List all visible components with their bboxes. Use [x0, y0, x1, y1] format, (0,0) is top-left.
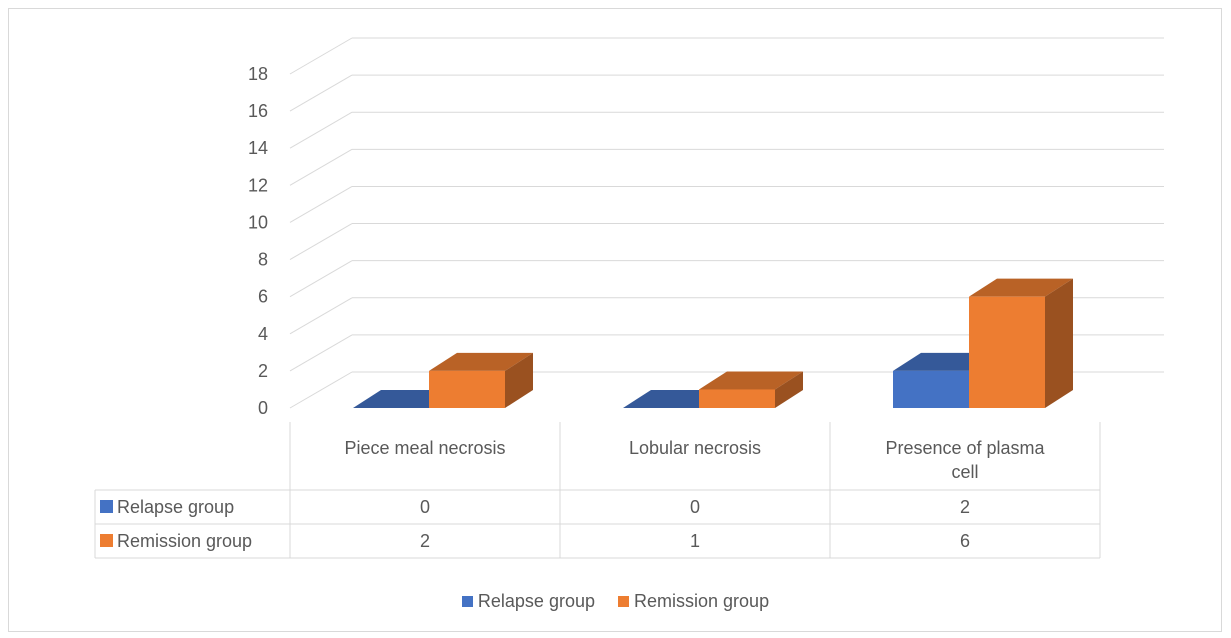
table-legend-key	[100, 534, 113, 547]
x-tick-label: Lobular necrosis	[629, 438, 761, 458]
gridline-diagonal	[289, 37, 353, 75]
table-cell-value: 6	[960, 531, 970, 551]
gridline-diagonal	[289, 74, 353, 112]
x-tick-label: Presence of plasma cell	[885, 438, 1045, 482]
y-tick-label: 18	[248, 64, 268, 84]
table-cell-value: 0	[420, 497, 430, 517]
table-row-label: Remission group	[117, 531, 252, 551]
bar-top-face	[969, 278, 1073, 297]
table-cell-value: 0	[690, 497, 700, 517]
y-tick-label: 6	[258, 287, 268, 307]
bar	[699, 389, 775, 408]
gridline-diagonal	[289, 111, 353, 149]
y-tick-label: 12	[248, 175, 268, 195]
y-tick-label: 0	[258, 398, 268, 418]
legend-swatch-relapse	[461, 596, 473, 607]
legend-label-remission: Remission group	[634, 591, 770, 611]
y-tick-label: 16	[248, 101, 268, 121]
legend-label-relapse: Relapse group	[477, 591, 595, 611]
y-tick-label: 8	[258, 250, 268, 270]
table-row-label: Relapse group	[117, 497, 234, 517]
y-tick-label: 2	[258, 361, 268, 381]
legend-swatch-remission	[618, 596, 630, 607]
bar	[893, 370, 969, 408]
bar-side-face	[505, 352, 533, 408]
y-tick-label: 4	[258, 324, 268, 344]
gridline-diagonal	[289, 223, 353, 260]
bar	[969, 296, 1045, 408]
table-cell-value: 1	[690, 531, 700, 551]
gridline-diagonal	[289, 371, 353, 409]
gridline-diagonal	[289, 260, 353, 298]
table-cell-value: 2	[420, 531, 430, 551]
gridline-diagonal	[289, 148, 353, 186]
bar-side-face	[1045, 278, 1073, 408]
legend-item-remission: Remission group	[618, 591, 769, 612]
y-tick-label: 10	[248, 212, 268, 232]
gridline-diagonal	[289, 334, 353, 372]
table-cell-value: 2	[960, 497, 970, 517]
legend-item-relapse: Relapse group	[461, 591, 595, 612]
bar-top-face	[699, 371, 803, 390]
bar-side-face	[775, 371, 803, 408]
gridline-diagonal	[289, 297, 353, 335]
gridline-diagonal	[289, 186, 353, 223]
x-tick-label: Piece meal necrosis	[344, 438, 505, 458]
bar	[429, 370, 505, 408]
table-legend-key	[100, 500, 113, 513]
bar-top-face	[429, 352, 533, 371]
y-tick-label: 14	[248, 138, 268, 158]
legend: Relapse group Remission group	[0, 591, 1231, 612]
